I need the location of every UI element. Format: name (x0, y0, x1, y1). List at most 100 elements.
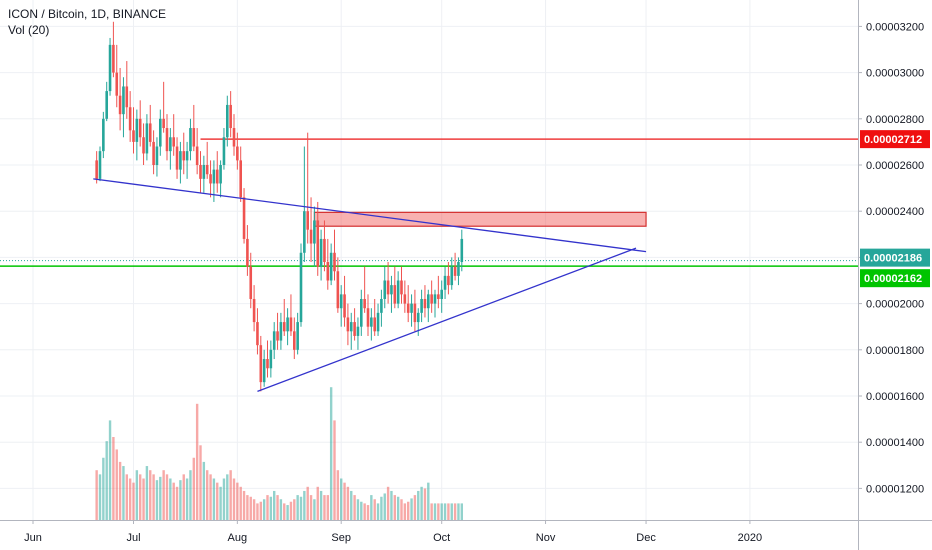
candle-body (457, 262, 460, 276)
price-tick-label: 0.00003200 (866, 21, 924, 33)
volume-bar (249, 496, 252, 520)
price-tick-label: 0.00001600 (866, 391, 924, 403)
candle-body (262, 359, 266, 383)
candle-body (256, 322, 259, 346)
candle-body (269, 349, 273, 369)
candle-body (182, 151, 186, 161)
candle-body (343, 294, 346, 318)
candle-body (138, 118, 142, 138)
candle-body (169, 137, 172, 152)
price-tick-label: 0.00002400 (866, 206, 924, 218)
volume-bar (145, 466, 149, 520)
volume-bar (353, 495, 356, 520)
price-tick-label: 0.00001800 (866, 345, 924, 357)
volume-bar (192, 457, 195, 520)
time-tick-label: Dec (636, 532, 656, 544)
candle-body (222, 137, 226, 165)
ascending-trendline[interactable] (257, 247, 637, 392)
candle-body (239, 160, 242, 198)
volume-bar (195, 403, 199, 520)
price-tick-label: 0.00003000 (866, 68, 924, 80)
volume-bar (413, 495, 417, 520)
volume-bar (242, 490, 246, 520)
candle-body (276, 331, 279, 341)
volume-bar (450, 503, 453, 520)
candle-body (95, 160, 98, 179)
last-price-badge-bg (860, 248, 930, 267)
candle-body (226, 104, 229, 138)
chart-legend: ICON / Bitcoin, 1D, BINANCE Vol (20) (8, 6, 166, 38)
volume-bar (343, 482, 346, 520)
time-tick-label: Sep (331, 532, 351, 544)
volume-bar (128, 478, 132, 520)
volume-bar (142, 478, 145, 520)
candle-body (323, 238, 326, 263)
candle-body (242, 197, 246, 239)
volume-bar (252, 499, 256, 520)
volume-bar (356, 499, 360, 520)
candle-body (447, 275, 450, 286)
time-tick-label: Nov (536, 532, 556, 544)
volume-bar (313, 499, 316, 520)
volume-bar (440, 503, 443, 520)
volume-bar (443, 503, 447, 520)
volume-bar (457, 503, 460, 520)
candle-body (319, 238, 323, 267)
candle-body (185, 151, 189, 161)
candle-body (286, 317, 289, 332)
volume-bar (393, 495, 396, 520)
volume-bar (135, 470, 139, 520)
volume-bar (132, 482, 135, 520)
volume-bar (159, 476, 162, 520)
volume-indicator-label[interactable]: Vol (20) (8, 23, 50, 37)
symbol-title[interactable]: ICON / Bitcoin, 1D, BINANCE (8, 7, 167, 21)
candle-body (215, 169, 219, 184)
candle-body (443, 275, 447, 290)
volume-bar (346, 486, 350, 520)
time-tick-label: Oct (433, 532, 450, 544)
volume-bar (306, 486, 309, 520)
volume-bar (98, 474, 102, 520)
candle-body (112, 44, 115, 73)
candle-body (400, 280, 403, 295)
volume-bar (259, 501, 262, 520)
volume-bar (329, 387, 333, 520)
volume-bar (350, 490, 353, 520)
volume-bar (323, 495, 326, 520)
volume-bar (453, 503, 457, 520)
candle-body (380, 298, 383, 313)
volume-bar (212, 478, 216, 520)
resistance-price-badge: 0.00002712 (864, 134, 922, 146)
candle-body (460, 238, 464, 263)
volume-bar (149, 470, 152, 520)
candle-body (102, 118, 105, 152)
volume-bar (179, 480, 182, 520)
candle-body (393, 285, 397, 304)
descending-trendline[interactable] (93, 178, 647, 253)
candle-body (316, 220, 320, 267)
volume-bar (396, 496, 400, 520)
candle-body (192, 128, 196, 147)
candle-body (232, 128, 236, 147)
candle-body (336, 271, 340, 309)
candle-body (453, 266, 457, 276)
volume-bar (373, 499, 376, 520)
candle-body (142, 137, 145, 154)
candle-body (209, 174, 212, 184)
candle-body (430, 294, 433, 304)
volume-bar (326, 495, 329, 520)
volume-bar (283, 503, 286, 520)
candle-body (329, 252, 333, 281)
candle-body (165, 128, 169, 152)
volume-bar (226, 474, 229, 520)
price-tick-label: 0.00001400 (866, 437, 924, 449)
volume-bar (115, 449, 118, 520)
candle-body (272, 331, 276, 350)
candle-body (363, 298, 366, 309)
volume-bar (460, 503, 463, 520)
volume-bar (376, 503, 380, 520)
volume-bar (400, 499, 403, 520)
last-price-badge: 0.00002186 (864, 253, 922, 265)
volume-bar (169, 478, 172, 520)
